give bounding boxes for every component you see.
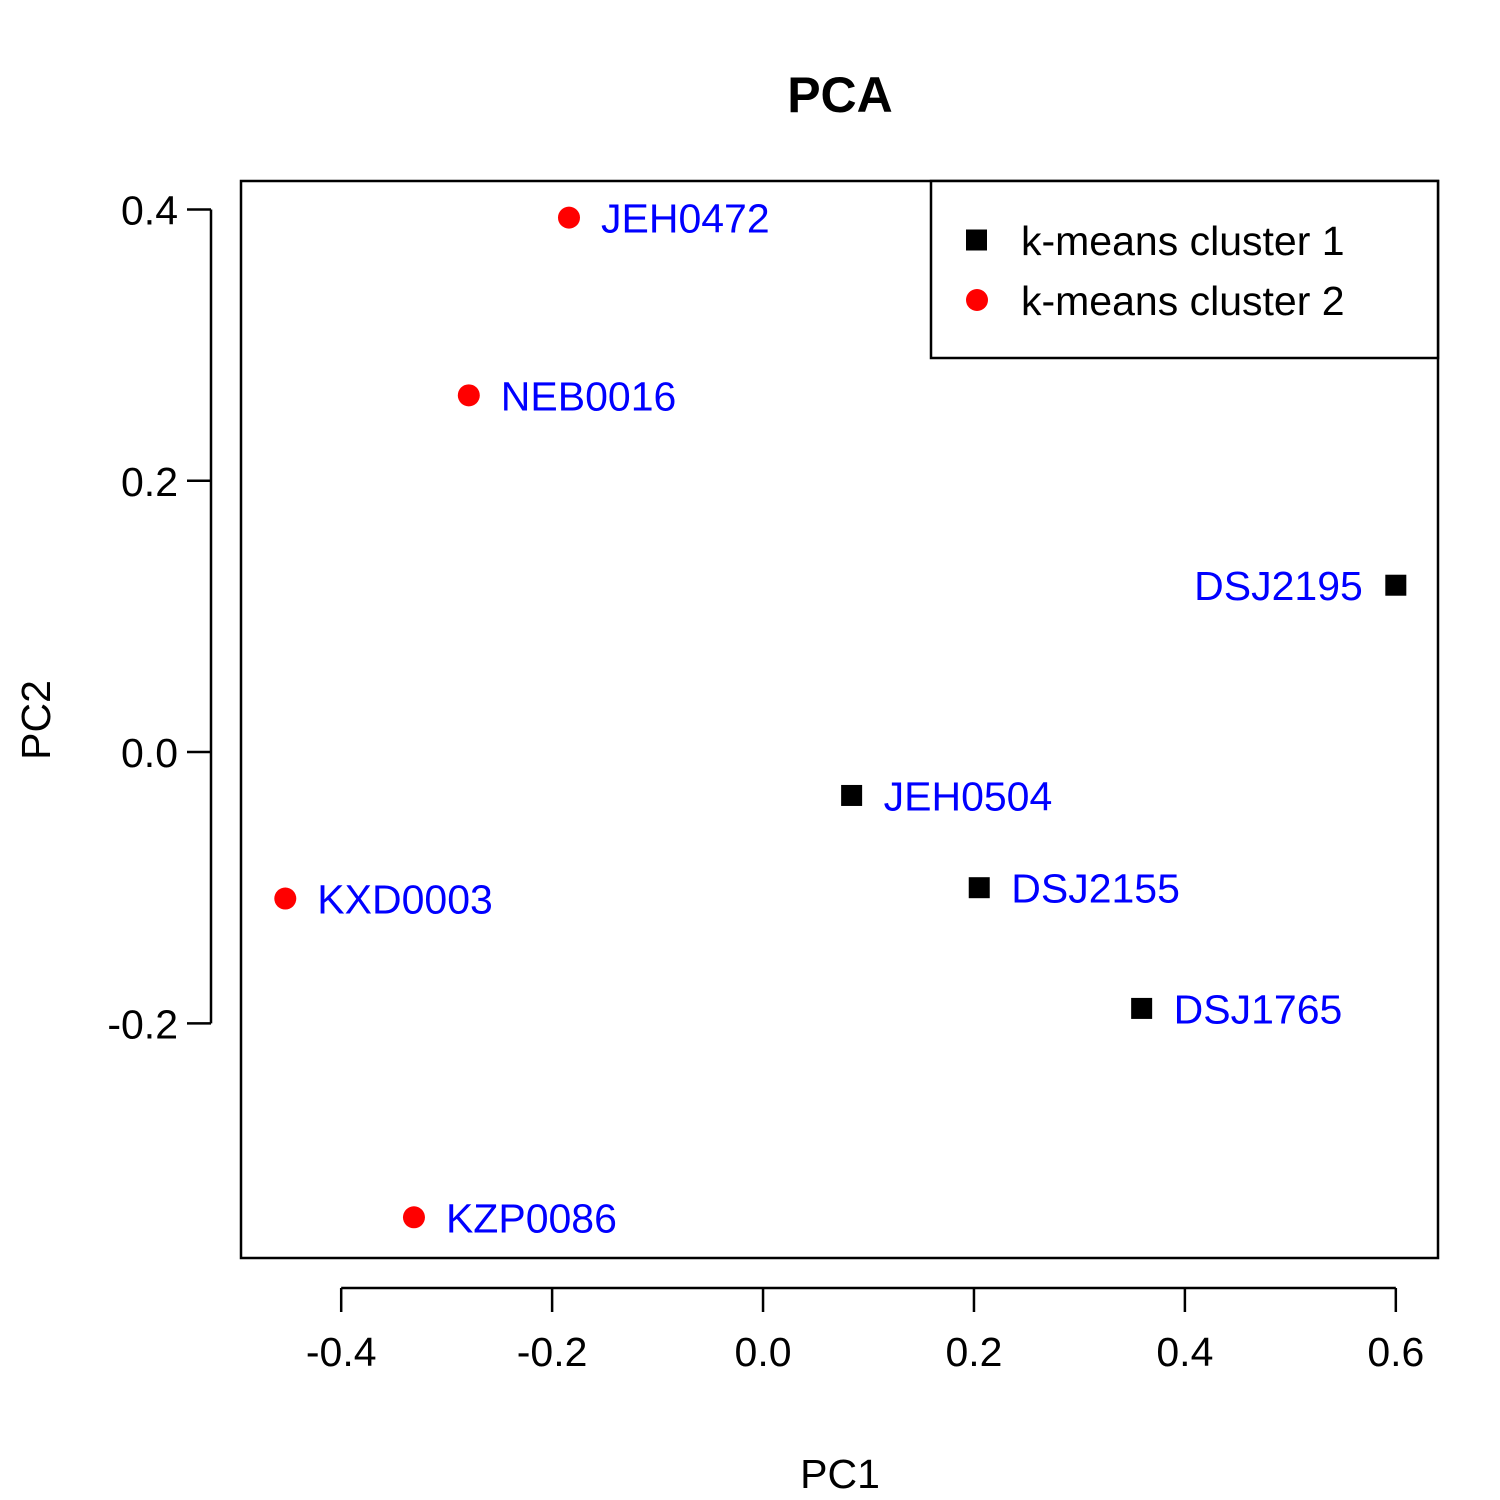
data-point-square <box>841 784 863 806</box>
x-axis: -0.4 -0.2 0.0 0.2 0.4 0.6 <box>306 1286 1424 1375</box>
data-point-circle <box>274 887 297 910</box>
y-axis-label: PC2 <box>13 680 59 760</box>
x-tick-label: -0.4 <box>306 1329 377 1375</box>
y-axis: -0.2 0.0 0.2 0.4 <box>107 187 213 1047</box>
data-point-label: JEH0472 <box>601 196 770 242</box>
data-points: DSJ2195 JEH0504 DSJ2155 DSJ1765 JEH0472 NEB00… <box>274 196 1407 1241</box>
data-point-label: NEB0016 <box>501 373 677 419</box>
legend-box <box>929 179 1440 360</box>
data-point-label: KZP0086 <box>446 1195 617 1241</box>
data-point-label: DSJ2195 <box>1194 563 1363 609</box>
legend-square-marker <box>966 229 987 251</box>
x-tick-label: 0.6 <box>1367 1329 1424 1375</box>
data-point-label: KXD0003 <box>317 877 493 923</box>
y-tick-label: -0.2 <box>107 1001 178 1047</box>
data-point-label: JEH0504 <box>884 773 1053 819</box>
x-tick-label: 0.4 <box>1156 1329 1213 1375</box>
data-point-label: DSJ1765 <box>1174 986 1343 1032</box>
data-point-square <box>1385 574 1407 596</box>
data-point-label: DSJ2155 <box>1011 866 1180 912</box>
data-point-square <box>1131 997 1153 1019</box>
data-point-circle <box>457 384 480 407</box>
data-point-circle <box>557 206 580 229</box>
legend: k-means cluster 1 k-means cluster 2 <box>929 179 1440 360</box>
y-tick-label: 0.4 <box>121 187 178 233</box>
legend-circle-marker <box>966 289 988 311</box>
x-tick-label: 0.0 <box>735 1329 792 1375</box>
x-axis-label: PC1 <box>800 1451 880 1497</box>
legend-label: k-means cluster 2 <box>1021 278 1345 324</box>
legend-label: k-means cluster 1 <box>1021 218 1345 264</box>
y-tick-label: 0.2 <box>121 459 178 505</box>
chart-title: PCA <box>787 67 893 123</box>
y-tick-label: 0.0 <box>121 730 178 776</box>
x-tick-label: -0.2 <box>517 1329 588 1375</box>
plot-frame <box>239 179 1440 1260</box>
x-tick-label: 0.2 <box>945 1329 1002 1375</box>
data-point-square <box>968 877 990 899</box>
data-point-circle <box>402 1206 425 1229</box>
